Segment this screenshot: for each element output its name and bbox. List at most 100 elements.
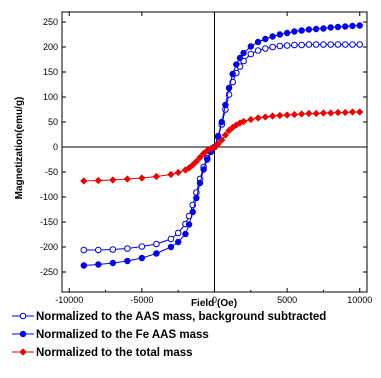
data-point: [290, 110, 299, 119]
data-point: [233, 61, 240, 68]
data-point: [298, 27, 305, 34]
data-point: [174, 168, 182, 177]
data-point: [283, 42, 291, 49]
y-tick-label: -150: [40, 217, 58, 227]
data-point: [247, 43, 255, 50]
y-tick-label: -50: [45, 167, 58, 177]
data-point: [124, 245, 131, 252]
y-tick-label: -100: [40, 192, 58, 202]
data-point: [348, 108, 357, 116]
data-point: [349, 41, 356, 48]
data-point: [222, 101, 229, 109]
data-point: [312, 41, 320, 48]
series-3: [80, 108, 364, 185]
x-tick-label: 10000: [347, 295, 372, 305]
y-tick-label: -250: [40, 267, 58, 277]
data-point: [283, 29, 291, 37]
data-point: [167, 243, 175, 251]
data-point: [167, 235, 175, 243]
legend-label: Normalized to the total mass: [36, 347, 193, 359]
data-point: [167, 170, 175, 179]
data-point: [189, 208, 196, 216]
x-axis-label: Field (Oe): [191, 298, 237, 309]
data-point: [95, 246, 102, 254]
x-tick-label: 0: [212, 295, 217, 305]
data-point: [174, 229, 182, 237]
data-point: [138, 174, 146, 182]
series-group: [80, 22, 364, 269]
data-point: [192, 157, 201, 166]
legend-marker: [19, 312, 27, 320]
y-tick-label: 200: [43, 42, 58, 52]
data-point: [291, 28, 298, 35]
data-point: [276, 111, 284, 120]
data-point: [221, 131, 230, 139]
data-point: [80, 262, 87, 269]
data-point: [305, 41, 313, 48]
data-point: [269, 43, 276, 51]
data-point: [200, 166, 207, 173]
data-point: [109, 176, 117, 184]
data-point: [356, 41, 364, 48]
data-point: [196, 153, 204, 162]
data-point: [276, 31, 284, 38]
data-point: [334, 41, 342, 48]
data-point: [138, 243, 146, 250]
data-point: [229, 70, 236, 78]
data-point: [247, 50, 255, 58]
data-point: [214, 140, 222, 148]
data-point: [95, 261, 102, 268]
data-point: [320, 25, 327, 32]
data-point: [276, 42, 284, 50]
data-point: [254, 114, 262, 122]
y-axis-label: Magnetization(emu/g): [14, 97, 25, 200]
data-point: [312, 25, 320, 33]
data-point: [268, 112, 277, 120]
data-point: [254, 38, 262, 46]
data-point: [262, 35, 269, 43]
data-point: [269, 33, 276, 40]
plot-area: [61, 11, 368, 293]
y-tick-label: 100: [43, 92, 58, 102]
legend-marker: [19, 330, 27, 338]
data-point: [305, 26, 313, 33]
data-point: [334, 108, 342, 117]
data-point: [341, 41, 349, 48]
data-point: [153, 240, 160, 248]
data-point: [109, 246, 117, 253]
data-point: [225, 84, 233, 92]
data-point: [152, 172, 161, 181]
x-tick-label: 5000: [277, 295, 297, 305]
data-point: [326, 109, 335, 117]
data-point: [196, 179, 204, 187]
y-tick-label: 50: [48, 117, 58, 127]
data-point: [240, 49, 247, 57]
legend-label: Normalized to the AAS mass, background s…: [36, 311, 326, 323]
tick-labels: -10000 -5000 0 5000 10000 -250 -200 -150 -100 -50…: [40, 17, 372, 305]
legend-item: Normalized to the Fe AAS mass: [12, 329, 209, 341]
data-point: [305, 109, 313, 118]
data-point: [80, 177, 88, 185]
data-point: [349, 22, 356, 30]
data-point: [327, 24, 334, 31]
data-point: [236, 54, 244, 62]
y-tick-label: -200: [40, 242, 58, 252]
data-point: [109, 259, 117, 267]
legend-label: Normalized to the Fe AAS mass: [36, 329, 209, 341]
data-point: [94, 176, 103, 185]
data-point: [312, 109, 320, 118]
data-point: [355, 108, 364, 116]
data-point: [153, 250, 160, 257]
data-point: [342, 23, 349, 30]
data-point: [193, 194, 200, 202]
data-point: [298, 41, 305, 49]
legend-item: Normalized to the total mass: [12, 347, 193, 359]
y-tick-label: 0: [53, 142, 58, 152]
y-tick-label: 250: [43, 17, 58, 27]
x-tick-label: -5000: [130, 295, 153, 305]
data-point: [283, 111, 291, 119]
x-tick-label: -10000: [55, 295, 83, 305]
data-point: [356, 22, 363, 29]
data-point: [319, 109, 328, 117]
data-point: [204, 156, 211, 163]
